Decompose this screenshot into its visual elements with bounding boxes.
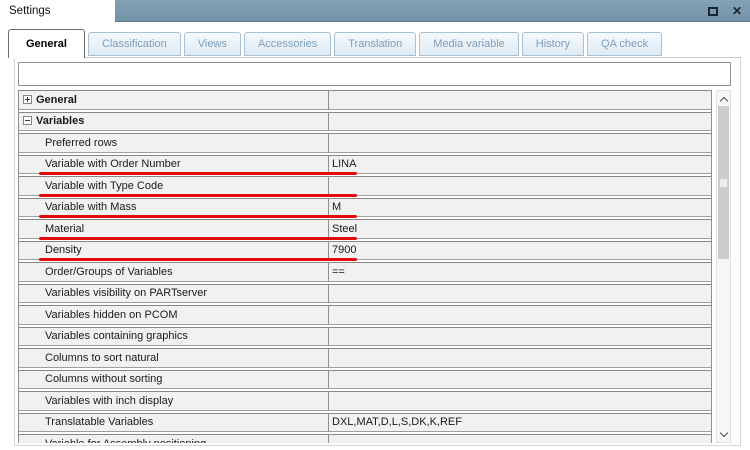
table-row[interactable]: Order/Groups of Variables == [19, 262, 711, 282]
tab-views[interactable]: Views [183, 32, 241, 56]
row-value[interactable]: DXL,MAT,D,L,S,DK,K,REF [332, 416, 462, 429]
red-underline-annotation [39, 172, 357, 175]
row-label: General [36, 93, 77, 106]
row-value[interactable]: == [332, 265, 345, 278]
tab-accessories[interactable]: Accessories [243, 32, 332, 56]
row-value[interactable]: LINA [332, 158, 357, 171]
row-label: Variable with Mass [45, 201, 137, 214]
table-row[interactable]: General [19, 90, 711, 110]
column-divider [328, 326, 329, 346]
row-label: Variable with Type Code [45, 179, 164, 192]
table-row[interactable]: Density 7900 [19, 240, 711, 261]
tab-media-variable[interactable]: Media variable [419, 32, 519, 56]
table-row[interactable]: Variables visibility on PARTserver [19, 283, 711, 303]
tab-bar: General Classification Views Accessories Tra… [8, 29, 750, 58]
red-underline-annotation [39, 258, 357, 261]
column-divider [328, 434, 329, 443]
row-label: Material [45, 222, 85, 235]
row-label: Translatable Variables [45, 416, 154, 429]
row-label: Variables hidden on PCOM [45, 308, 178, 321]
row-label: Density [45, 244, 82, 257]
row-label: Variables visibility on PARTserver [45, 287, 208, 300]
column-divider [328, 262, 329, 282]
scrollbar-thumb[interactable] [718, 106, 729, 259]
row-label: Variable with Order Number [45, 158, 181, 171]
column-divider [328, 412, 329, 432]
column-divider [328, 154, 329, 174]
row-value[interactable]: Steel [332, 222, 358, 235]
row-label: Variable for Assembly positioning [45, 435, 206, 443]
column-divider [328, 240, 329, 260]
tab-qa-check[interactable]: QA check [587, 32, 663, 56]
window-titlebar: Settings ✕ [0, 0, 750, 22]
row-label: Variables containing graphics [45, 330, 188, 343]
row-label: Order/Groups of Variables [45, 265, 173, 278]
scroll-up-icon[interactable] [717, 91, 730, 106]
red-underline-annotation [39, 215, 357, 218]
window-title: Settings [0, 0, 115, 22]
row-label: Variables with inch display [45, 394, 174, 407]
table-row[interactable]: Translatable Variables DXL,MAT,D,L,S,DK,… [19, 412, 711, 432]
column-divider [328, 176, 329, 196]
vertical-scrollbar[interactable] [716, 90, 731, 443]
row-label: Preferred rows [45, 136, 118, 149]
table-row[interactable]: Preferred rows [19, 133, 711, 153]
collapse-icon[interactable] [23, 116, 32, 126]
row-label: Columns without sorting [45, 373, 163, 386]
column-divider [328, 391, 329, 411]
settings-table: General Variables Preferred rows Variabl… [18, 90, 712, 443]
scroll-down-icon[interactable] [717, 427, 730, 442]
table-row[interactable]: Variables hidden on PCOM [19, 305, 711, 325]
table-row[interactable]: Variable with Mass M [19, 197, 711, 218]
tab-translation[interactable]: Translation [334, 32, 417, 56]
column-divider [328, 90, 329, 110]
tab-general[interactable]: General [8, 29, 85, 58]
table-row[interactable]: Variables containing graphics [19, 326, 711, 346]
column-divider [328, 283, 329, 303]
tab-history[interactable]: History [521, 32, 585, 56]
column-divider [328, 348, 329, 368]
scrollbar-grip [720, 178, 727, 187]
maximize-icon[interactable] [707, 6, 718, 16]
row-label: Columns to sort natural [45, 351, 159, 364]
filter-input[interactable] [18, 62, 731, 86]
table-row[interactable]: Variable with Order Number LINA [19, 154, 711, 175]
expand-icon[interactable] [23, 94, 32, 104]
row-value[interactable]: 7900 [332, 244, 357, 257]
table-row[interactable]: Variable for Assembly positioning [19, 434, 711, 443]
row-value[interactable]: M [332, 201, 342, 214]
table-row[interactable]: Columns without sorting [19, 369, 711, 389]
column-divider [328, 305, 329, 325]
column-divider [328, 197, 329, 217]
table-row[interactable]: Variables [19, 111, 711, 131]
close-icon[interactable]: ✕ [731, 4, 742, 18]
table-row[interactable]: Variable with Type Code [19, 176, 711, 197]
red-underline-annotation [39, 236, 357, 240]
table-row[interactable]: Variables with inch display [19, 391, 711, 411]
column-divider [328, 219, 329, 239]
row-label: Variables [36, 115, 85, 128]
table-row[interactable]: Material Steel [19, 219, 711, 240]
titlebar-background [115, 0, 750, 22]
red-underline-annotation [39, 193, 357, 197]
tab-classification[interactable]: Classification [87, 32, 181, 56]
table-row[interactable]: Columns to sort natural [19, 348, 711, 368]
column-divider [328, 133, 329, 153]
column-divider [328, 111, 329, 131]
column-divider [328, 369, 329, 389]
